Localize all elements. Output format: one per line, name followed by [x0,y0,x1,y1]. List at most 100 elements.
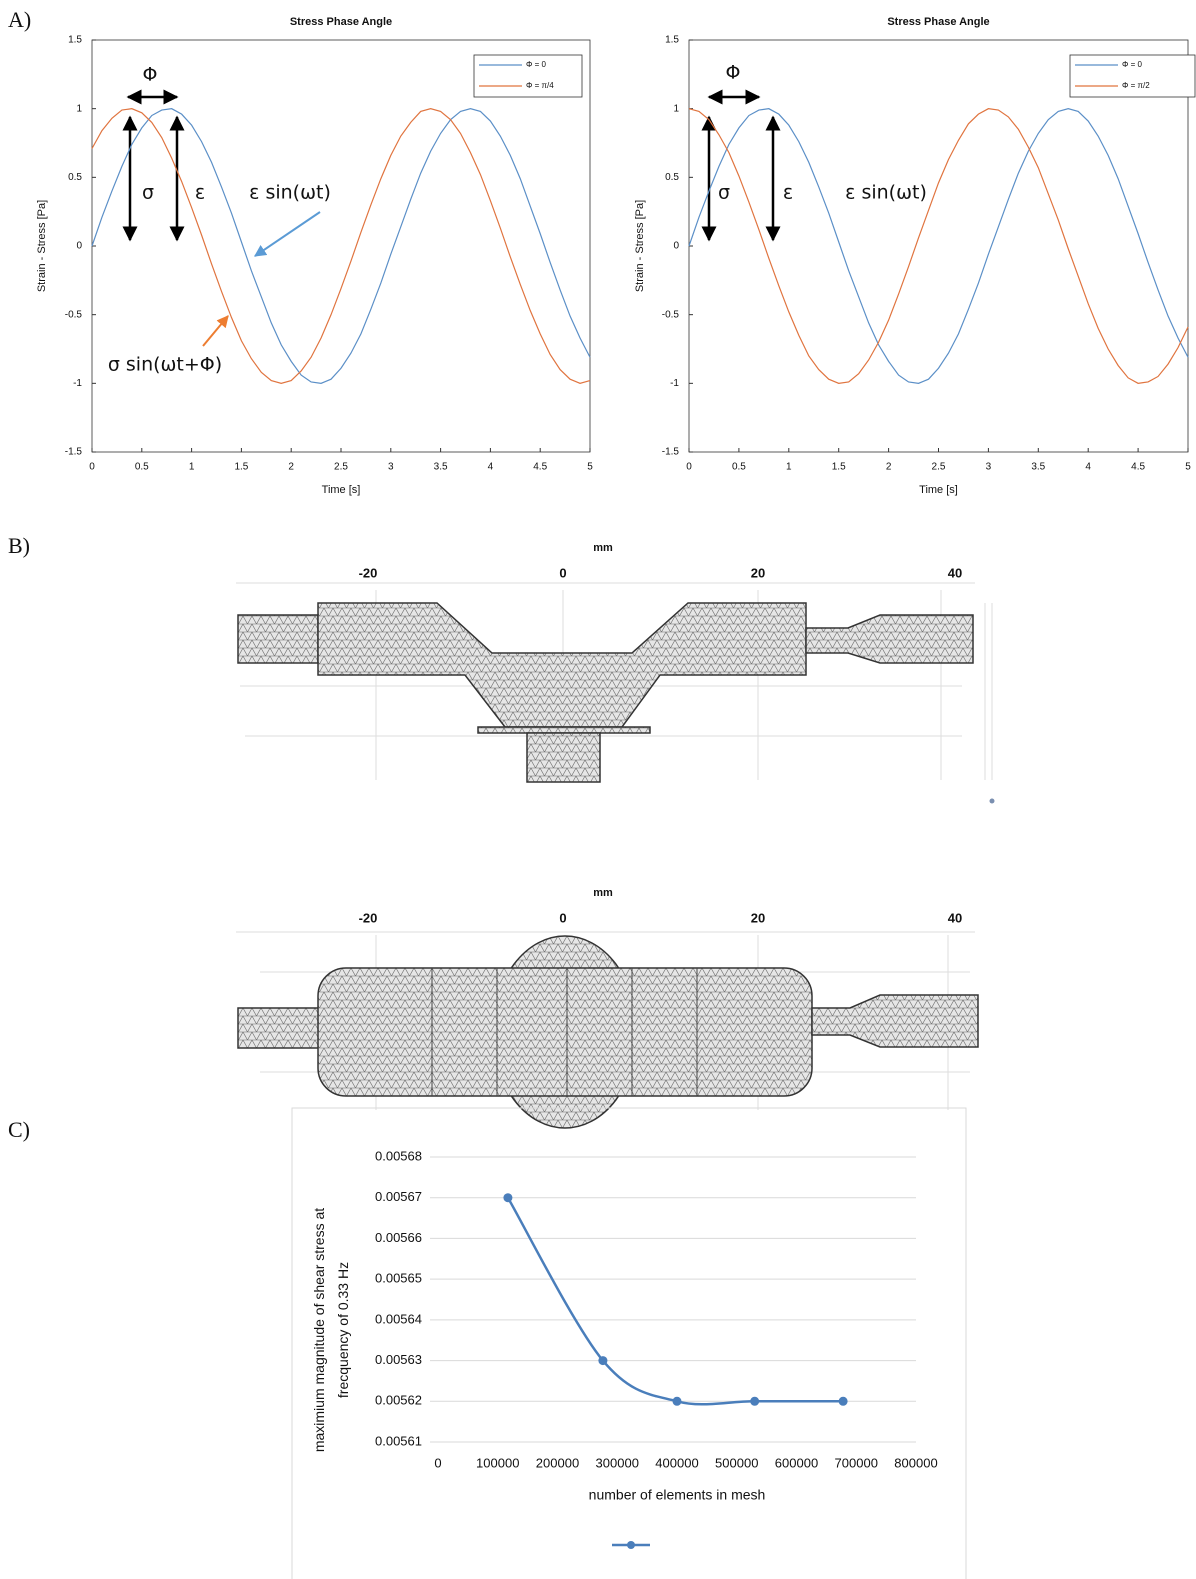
data-point [750,1397,759,1406]
x-tick-label: 700000 [835,1455,878,1470]
x-axis-label: Time [s] [919,484,958,496]
legend-label: Φ = 0 [1122,60,1143,69]
data-point [673,1397,682,1406]
x-tick-label: 4 [1085,462,1091,473]
legend-label: Φ = 0 [526,60,547,69]
panel-label: B) [8,533,30,558]
y-tick-label: 0 [673,241,679,252]
y-tick-label: 0.00562 [375,1393,422,1408]
x-tick-label: 1 [189,462,195,473]
x-tick-label: 0.5 [135,462,149,473]
y-axis-label: Strain - Stress [Pa] [36,200,48,292]
x-tick-label: 0 [686,462,692,473]
mesh-tick-label: -20 [359,910,378,925]
y-tick-label: 0.00565 [375,1271,422,1286]
chart: 0.00561 0.00562 0.00563 0.00564 0.00565 0.005… [311,1148,938,1502]
x-tick-label: 1.5 [832,462,846,473]
x-tick-label: 400000 [655,1455,698,1470]
x-tick-label: 1 [786,462,792,473]
mesh-tick-label: 20 [751,910,765,925]
annotation: Φ [143,64,158,86]
y-tick-label: 1.5 [68,35,82,46]
x-tick-label: 3.5 [434,462,448,473]
panel-label: C) [8,1117,30,1142]
y-tick-label: 0.5 [68,172,82,183]
y-tick-label: 0.00568 [375,1148,422,1163]
x-tick-label: 0 [434,1455,441,1470]
y-tick-label: -0.5 [65,309,83,320]
data-point [503,1193,512,1202]
data-point [839,1397,848,1406]
x-tick-label: 600000 [775,1455,818,1470]
annotation-arrow [203,316,228,346]
y-tick-label: 0.00563 [375,1352,422,1367]
annotation-arrows [128,97,773,240]
mesh-tick-label: -20 [359,565,378,580]
chart: Stress Phase Angle-1.5-1-0.500.511.500.5… [634,16,1195,496]
x-tick-label: 2.5 [932,462,946,473]
annotation: ε [783,182,793,204]
y-tick-label: 0.00564 [375,1311,422,1326]
x-tick-label: 4.5 [1131,462,1145,473]
y-tick-label: 1 [673,103,679,114]
annotation: ε [195,182,205,204]
legend-marker [627,1541,635,1549]
x-axis-label: number of elements in mesh [589,1487,766,1503]
x-tick-label: 1.5 [234,462,248,473]
x-axis-label: Time [s] [322,484,361,496]
mesh-tick-label: 0 [559,910,566,925]
annotation-arrow [255,212,320,256]
data-point [598,1356,607,1365]
panel-label: A) [8,7,31,32]
series-line [689,109,1188,384]
x-tick-label: 200000 [536,1455,579,1470]
x-tick-label: 100000 [476,1455,519,1470]
y-tick-label: 0.00567 [375,1189,422,1204]
axis-unit: mm [593,887,613,899]
annotation: ε sin(ωt) [249,182,331,204]
series-line [92,109,590,384]
x-tick-label: 800000 [894,1455,937,1470]
mesh-tick-label: 40 [948,565,962,580]
x-tick-label: 3 [986,462,992,473]
y-tick-label: -1.5 [65,447,83,458]
y-tick-label: 1.5 [665,35,679,46]
x-tick-label: 0 [89,462,95,473]
y-tick-label: 0.00566 [375,1230,422,1245]
x-tick-label: 2 [288,462,294,473]
series-line [92,109,590,384]
plot-frame [92,40,590,452]
series-line [508,1198,843,1405]
x-tick-label: 5 [587,462,593,473]
y-axis-label: Strain - Stress [Pa] [634,200,646,292]
legend-label: Φ = π/4 [526,81,554,90]
x-tick-label: 4.5 [533,462,547,473]
y-tick-label: 0 [76,241,82,252]
annotation: σ [142,182,154,204]
chart-frame [292,1108,966,1579]
x-tick-label: 0.5 [732,462,746,473]
plot-frame [689,40,1188,452]
x-tick-label: 5 [1185,462,1191,473]
x-tick-label: 2 [886,462,892,473]
annotation: Φ [726,62,741,84]
figure: A) B) C) mm [0,0,1196,1579]
mesh-tick-label: 20 [751,565,765,580]
y-tick-label: 0.5 [665,172,679,183]
series-line [689,109,1188,384]
annotation: ε sin(ωt) [845,182,927,204]
x-tick-label: 4 [488,462,494,473]
y-tick-label: 1 [76,103,82,114]
x-tick-label: 500000 [715,1455,758,1470]
legend-label: Φ = π/2 [1122,81,1150,90]
y-tick-label: 0.00561 [375,1433,422,1448]
chart: Stress Phase Angle -1.5 -1 -0.5 0 0.5 1 1.5 0 0.5… [36,16,593,496]
mesh-tick-label: 0 [559,565,566,580]
mesh-top-view [236,583,995,804]
y-tick-label: -1 [73,378,82,389]
mesh-bottom-view [236,932,978,1128]
x-tick-label: 300000 [596,1455,639,1470]
chart-title: Stress Phase Angle [290,16,392,28]
annotation: σ [718,182,730,204]
